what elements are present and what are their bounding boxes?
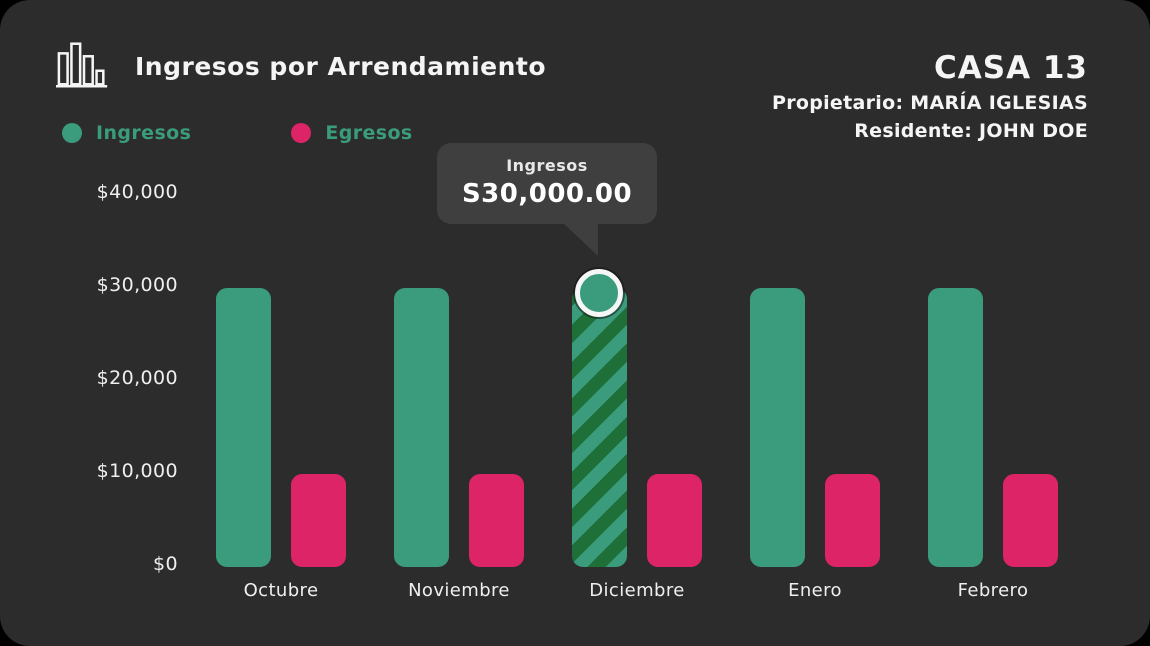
x-axis-label: Enero <box>788 580 842 601</box>
property-info: CASA 13 Propietario: MARÍA IGLESIAS Resi… <box>772 50 1088 142</box>
bar-ingresos-diciembre[interactable] <box>572 288 627 567</box>
tooltip-value: S30,000.00 <box>461 179 633 209</box>
tooltip: Ingresos S30,000.00 <box>437 143 657 224</box>
y-axis-tick: $40,000 <box>96 181 178 203</box>
bar-egresos-octubre[interactable] <box>291 474 346 567</box>
tooltip-tail-icon <box>560 220 598 256</box>
legend-dot-icon <box>62 123 82 143</box>
y-axis-tick: $30,000 <box>96 274 178 296</box>
bar-ingresos-febrero[interactable] <box>928 288 983 567</box>
legend-item-egresos[interactable]: Egresos <box>291 122 412 144</box>
legend-item-ingresos[interactable]: Ingresos <box>62 122 191 144</box>
resident-line: Residente: JOHN DOE <box>854 120 1088 142</box>
page-title: Ingresos por Arrendamiento <box>135 52 547 81</box>
x-axis-label: Diciembre <box>589 580 685 601</box>
bar-chart-icon <box>56 42 108 88</box>
bar-ingresos-octubre[interactable] <box>216 288 271 567</box>
legend-label: Ingresos <box>96 122 192 144</box>
y-axis-tick: $0 <box>153 553 178 575</box>
legend-dot-icon <box>291 123 312 143</box>
bar-egresos-diciembre[interactable] <box>647 474 702 567</box>
owner-line: Propietario: MARÍA IGLESIAS <box>771 92 1088 114</box>
highlight-marker[interactable] <box>575 269 623 317</box>
bar-ingresos-enero[interactable] <box>750 288 805 567</box>
bar-egresos-febrero[interactable] <box>1003 474 1058 567</box>
y-axis-tick: $20,000 <box>96 367 178 389</box>
chart-legend: Ingresos Egresos <box>62 122 413 144</box>
bar-egresos-enero[interactable] <box>825 474 880 567</box>
house-title: CASA 13 <box>934 50 1088 86</box>
tooltip-title: Ingresos <box>506 156 588 175</box>
bar-ingresos-noviembre[interactable] <box>394 288 449 567</box>
x-axis-label: Noviembre <box>408 580 510 601</box>
y-axis-tick: $10,000 <box>96 460 178 482</box>
legend-label: Egresos <box>325 122 413 144</box>
x-axis-label: Octubre <box>243 580 319 601</box>
bar-egresos-noviembre[interactable] <box>469 474 524 567</box>
x-axis-label: Febrero <box>957 580 1029 601</box>
